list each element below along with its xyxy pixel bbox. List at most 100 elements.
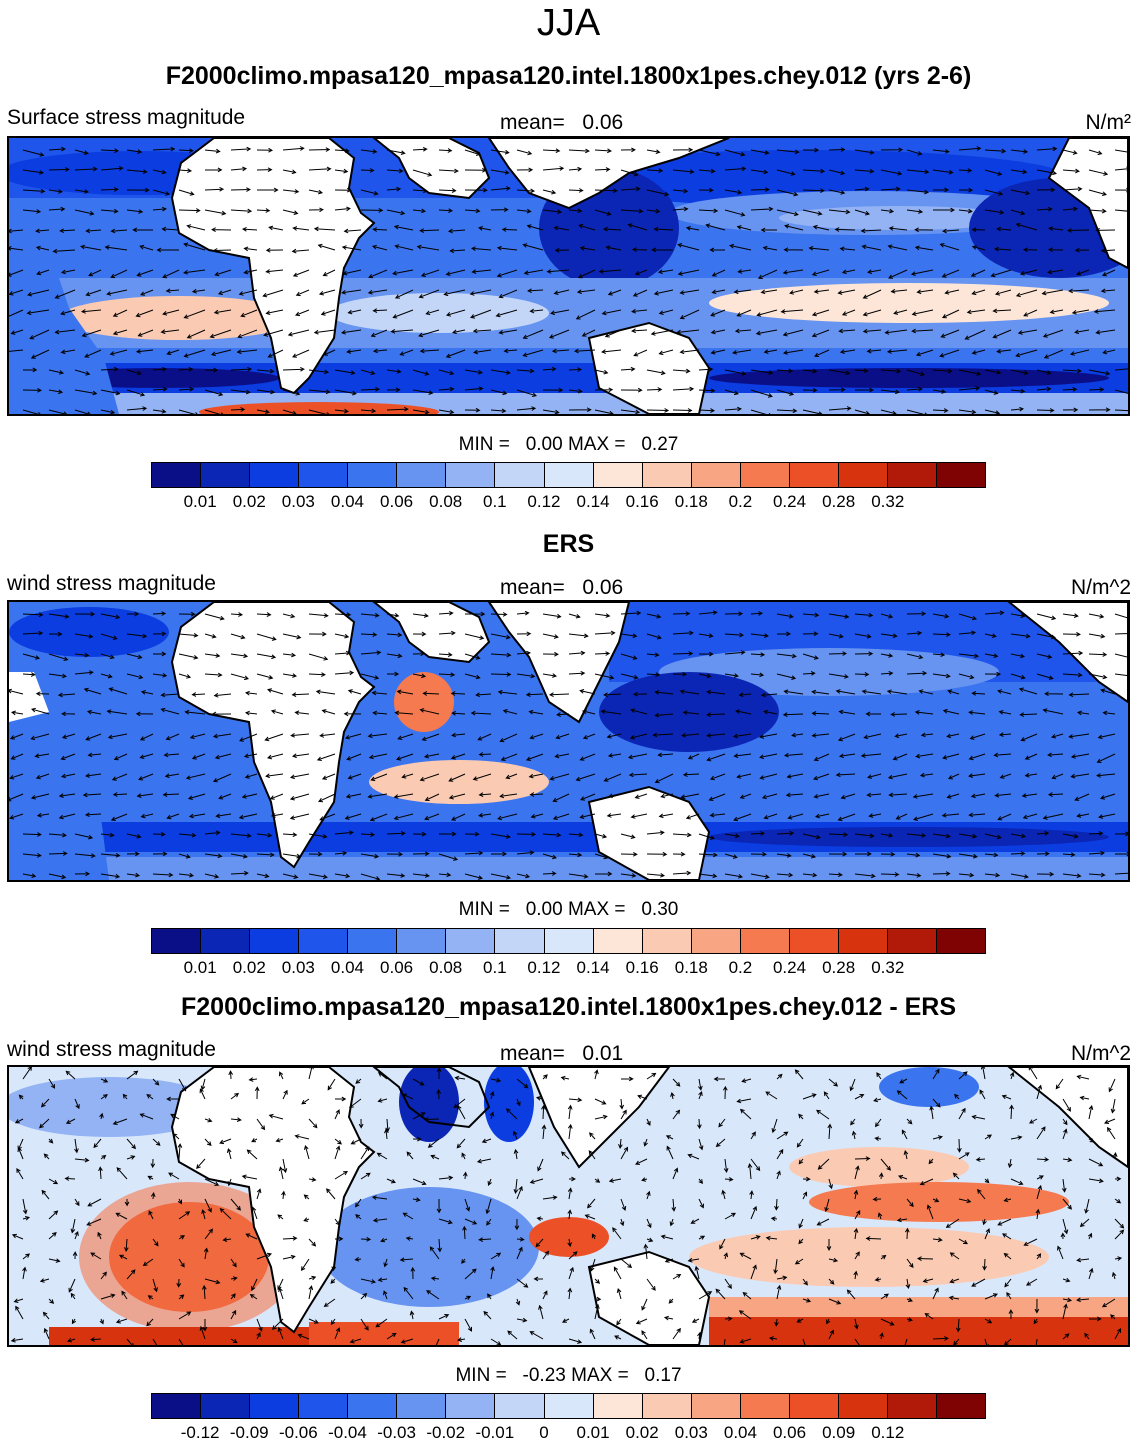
stress-arrow [1010, 673, 1026, 680]
stress-arrow [828, 832, 849, 838]
stress-arrow [371, 244, 388, 251]
stress-arrow [1076, 1257, 1090, 1263]
stress-arrow [840, 793, 856, 800]
stress-arrow [761, 793, 778, 800]
stress-arrow [1096, 753, 1116, 763]
stress-arrow [262, 289, 284, 298]
stress-arrow [323, 1298, 336, 1308]
stress-arrow [828, 1329, 834, 1340]
stress-arrow [614, 1335, 622, 1340]
stress-arrow [236, 349, 258, 355]
stress-arrow [677, 243, 700, 251]
stress-arrow [992, 308, 1012, 314]
stress-arrow [177, 1198, 182, 1205]
stress-arrow [74, 389, 98, 396]
stress-arrow [318, 793, 336, 803]
stress-arrow [862, 328, 882, 334]
stress-arrow [612, 1227, 622, 1240]
stress-arrow [759, 753, 778, 760]
stress-arrow [533, 1276, 544, 1282]
stress-arrow [567, 1238, 572, 1248]
stress-arrow [152, 1238, 159, 1247]
stress-arrow [289, 773, 310, 780]
colorbar-box [201, 929, 251, 953]
stress-arrow [30, 733, 50, 741]
stress-arrow [406, 1151, 414, 1160]
stress-arrow [147, 1175, 154, 1181]
stress-arrow [435, 1338, 440, 1345]
stress-arrow [880, 147, 904, 153]
stress-arrow [126, 1155, 136, 1160]
stress-arrow [958, 1198, 972, 1204]
stress-arrow [243, 269, 258, 275]
stress-arrow [966, 309, 986, 315]
stress-arrow [178, 1211, 191, 1220]
stress-arrow [399, 349, 414, 356]
stress-arrow [838, 709, 856, 715]
stress-arrow [100, 1293, 116, 1300]
stress-arrow [10, 710, 24, 716]
colorbar-box [397, 463, 447, 487]
stress-arrow [854, 612, 874, 618]
stress-arrow [541, 1104, 546, 1120]
stress-arrow [152, 1338, 158, 1345]
stress-arrow [940, 329, 960, 338]
stress-arrow [178, 208, 201, 213]
stress-arrow [635, 1318, 648, 1325]
stress-arrow [251, 1278, 258, 1292]
panel-1-mean: mean= 0.06 [500, 111, 623, 135]
stress-arrow [933, 207, 956, 213]
stress-arrow [620, 873, 637, 878]
stress-arrow [680, 793, 700, 800]
stress-arrow [386, 1332, 397, 1340]
stress-arrow [230, 1309, 237, 1320]
stress-arrow [880, 1318, 895, 1326]
field-blob [9, 1077, 219, 1137]
stress-arrow [334, 1145, 341, 1160]
stress-arrow [650, 329, 674, 336]
stress-arrow [620, 147, 636, 153]
stress-arrow [1019, 712, 1038, 718]
colorbar-tick-label: 0.32 [871, 492, 905, 511]
stress-arrow [802, 1278, 808, 1286]
stress-arrow [386, 632, 403, 638]
colorbar-tick-label: 0.16 [625, 958, 659, 977]
stress-arrow [121, 1290, 128, 1300]
stress-arrow [1114, 1198, 1122, 1204]
stress-arrow [802, 853, 817, 859]
stress-arrow [211, 227, 232, 233]
stress-arrow [516, 149, 533, 156]
colorbar-tick-label: 0.06 [380, 958, 414, 977]
stress-arrow [1036, 673, 1054, 680]
stress-arrow [646, 672, 661, 678]
stress-arrow [698, 610, 718, 616]
stress-arrow [523, 269, 544, 276]
stress-arrow [679, 309, 700, 320]
stress-arrow [733, 289, 752, 295]
stress-arrow [88, 269, 102, 277]
stress-arrow [737, 269, 752, 274]
stress-arrow [319, 733, 336, 738]
stress-arrow [419, 708, 440, 715]
stress-arrow [739, 1338, 752, 1344]
stress-arrow [110, 228, 128, 234]
stress-arrow [750, 1205, 757, 1220]
stress-arrow [166, 813, 180, 820]
stress-arrow [665, 1135, 674, 1140]
stress-arrow [215, 813, 232, 819]
stress-arrow [445, 269, 466, 276]
stress-arrow [620, 610, 642, 616]
stress-arrow [1062, 1303, 1068, 1320]
stress-arrow [906, 209, 924, 214]
stress-arrow [503, 348, 518, 354]
stress-arrow [1110, 1314, 1116, 1320]
stress-arrow [61, 733, 76, 739]
stress-arrow [213, 692, 232, 698]
stress-arrow [490, 633, 511, 640]
stress-arrow [901, 1129, 908, 1140]
stress-arrow [438, 1314, 450, 1320]
stress-arrow [522, 243, 544, 251]
stress-arrow [1100, 793, 1116, 800]
stress-arrow [866, 792, 882, 798]
stress-arrow [880, 169, 903, 176]
